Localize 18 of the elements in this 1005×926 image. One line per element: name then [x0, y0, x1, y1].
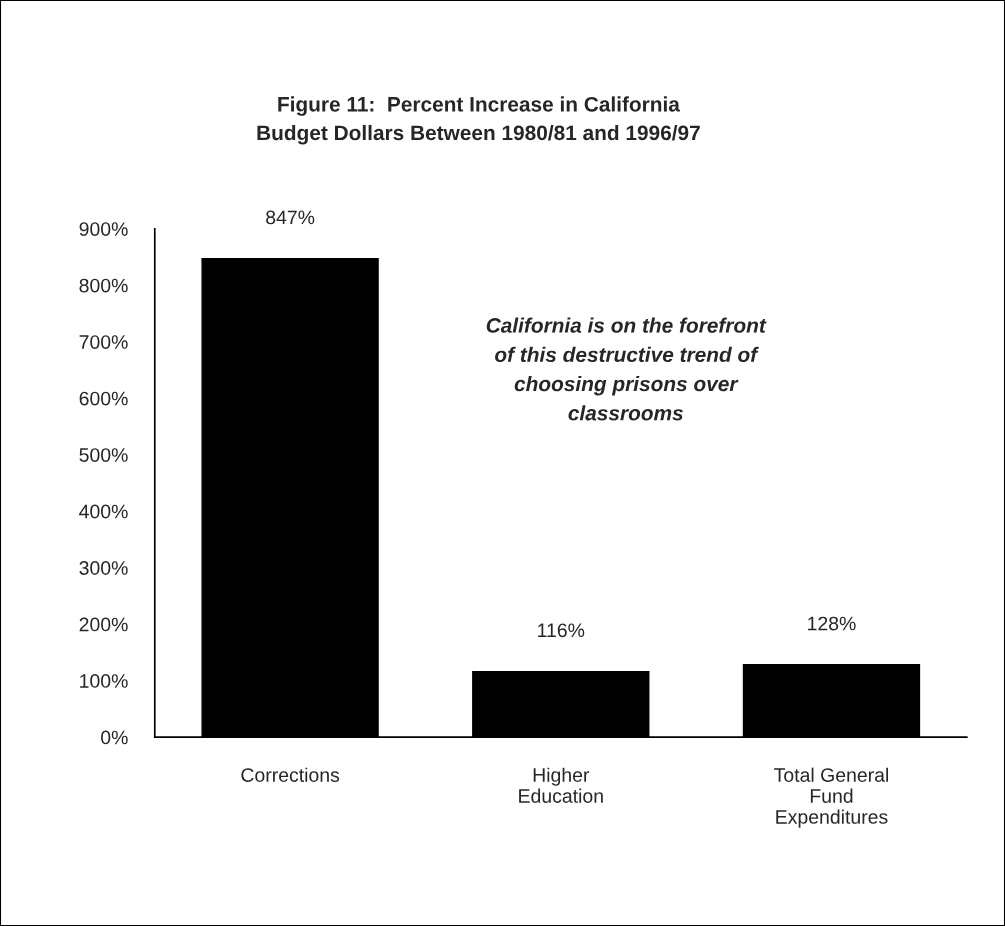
y-tick-label: 500% [79, 448, 128, 462]
chart-title: Figure 11: Percent Increase in California Budget Dollars Between 1980/81 and 1996/97 [257, 96, 700, 145]
x-tick-label: Higher Education [519, 767, 603, 803]
data-label: 128% [808, 616, 856, 631]
y-tick-label: 900% [79, 222, 128, 236]
y-tick-label: 200% [79, 617, 128, 632]
y-tick-label: 600% [79, 391, 128, 406]
x-tick-label: Total General Fund Expenditures [774, 767, 888, 828]
x-tick-label: Corrections [241, 767, 340, 782]
annotation: California is on the forefront of this destructive trend of choosing prisons over classrooms [486, 317, 767, 421]
y-tick-label: 800% [79, 278, 128, 293]
y-tick-label: 400% [79, 504, 128, 519]
y-tick-label: 0% [101, 730, 128, 745]
data-label: 847% [266, 210, 315, 225]
data-label: 116% [538, 623, 585, 638]
y-tick-label: 300% [79, 561, 128, 575]
y-tick-label: 100% [80, 674, 128, 688]
y-tick-label: 700% [79, 335, 128, 349]
